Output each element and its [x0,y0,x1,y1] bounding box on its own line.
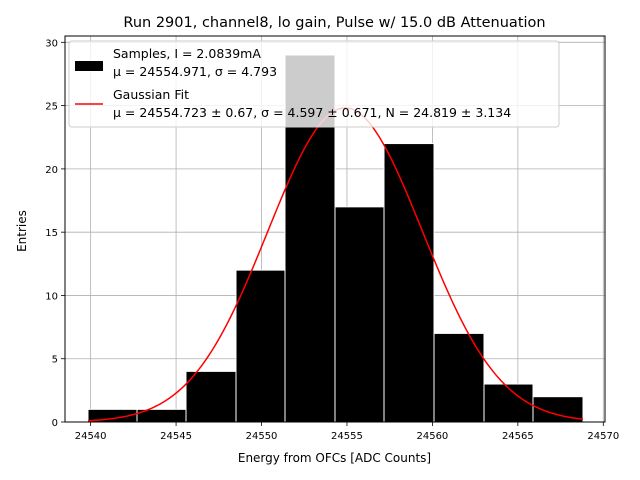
x-axis-ticks: 24540 24545 24550 24555 24560 24565 24570 [75,422,619,442]
y-axis-ticks: 0 5 10 15 20 25 30 [45,38,65,429]
y-tick-label: 15 [45,228,58,239]
legend-fit-label: Gaussian Fit [113,87,189,102]
y-tick-label: 10 [45,291,58,302]
y-axis-label: Entries [15,210,29,252]
histogram-bar [235,269,286,423]
x-tick-label: 24555 [331,431,363,442]
y-tick-label: 0 [52,418,58,429]
y-tick-label: 30 [45,38,58,49]
legend-samples-swatch [75,61,103,71]
plot-frame [64,35,606,423]
legend-samples-stats: μ = 24554.971, σ = 4.793 [113,64,277,79]
histogram-bar [185,370,237,423]
x-tick-label: 24540 [75,431,107,442]
y-tick-label: 20 [45,165,58,176]
x-tick-label: 24560 [416,431,448,442]
y-tick-label: 25 [45,102,58,113]
legend: Samples, I = 2.0839mA μ = 24554.971, σ =… [68,40,560,128]
x-axis-label: Energy from OFCs [ADC Counts] [238,451,431,465]
x-tick-label: 24570 [587,431,619,442]
x-tick-label: 24550 [246,431,278,442]
x-tick-label: 24565 [502,431,534,442]
legend-samples-label: Samples, I = 2.0839mA [113,46,261,61]
legend-fit-stats: μ = 24554.723 ± 0.67, σ = 4.597 ± 0.671,… [113,105,511,120]
histogram-bars [87,54,584,423]
histogram-bar [433,332,485,423]
chart-title: Run 2901, channel8, lo gain, Pulse w/ 15… [123,15,545,31]
legend-box [68,40,560,128]
histogram-bar [483,383,534,423]
x-tick-label: 24545 [160,431,192,442]
y-tick-label: 5 [52,355,58,366]
histogram-bar [383,143,435,423]
histogram-bar [334,206,385,423]
